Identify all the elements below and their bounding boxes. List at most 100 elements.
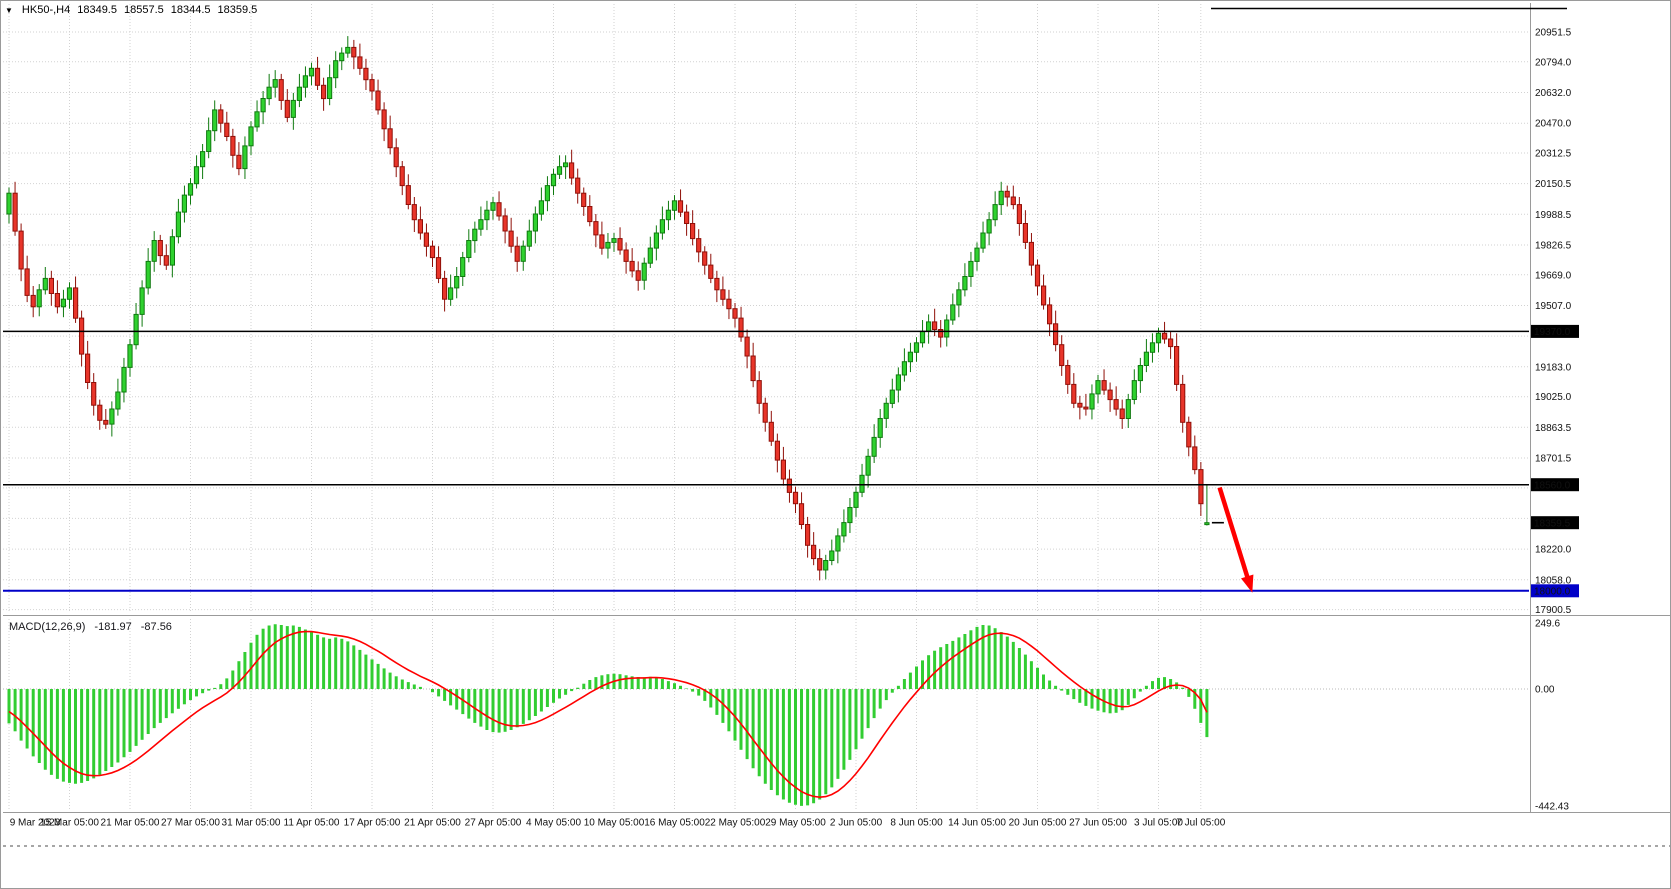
candle-body [841,522,847,537]
candle-body [738,317,744,338]
symbol-period-label: HK50-,H4 [21,4,71,16]
candle-body [224,122,230,137]
macd-axis[interactable]: 249.6 0.00 -442.43 [1535,619,1569,813]
time-axis-label: 17 Apr 05:00 [344,818,401,829]
macd-indicator-label: MACD(12,26,9) -181.97 -87.56 [9,621,172,633]
symbol-title-overlay: ▼ HK50-,H4 18349.5 18557.5 18344.5 18359… [5,4,257,16]
candle-body [653,232,659,249]
price-level-lines[interactable] [3,330,1529,592]
price-axis-label: 19988.5 [1535,210,1572,221]
time-axis-label: 21 Apr 05:00 [404,818,461,829]
candle-body [369,79,375,92]
time-axis-label: 21 Mar 05:00 [101,818,160,829]
price-axis-label: 19507.0 [1535,301,1572,312]
price-badge-label: 19370.0 [1534,327,1571,338]
candle-body [151,240,157,262]
arrow-head [1241,574,1254,593]
candle-body [641,262,647,281]
price-scale-badges: 19370.0 18560.0 18000.0 18359.5 [1531,324,1579,598]
candle-body [1071,383,1077,404]
candle-body [774,440,780,461]
candle-body [1089,393,1095,410]
time-axis-label: 22 May 05:00 [705,818,766,829]
candle-body [200,151,206,168]
price-axis-label: 18701.5 [1535,454,1572,465]
candle-body [1119,408,1125,419]
candle-body [387,128,393,149]
time-axis-label: 16 May 05:00 [644,818,705,829]
candle-body [563,162,569,168]
candle-body [526,230,532,247]
candle-body [883,402,889,419]
price-badge [1531,478,1579,492]
candle-body [54,293,60,308]
macd-axis-label: -442.43 [1535,802,1569,813]
time-axis-label: 8 Jun 05:00 [890,818,943,829]
candle-body [744,336,750,357]
candle-body [599,234,605,249]
candle-body [496,202,502,217]
candle-body [575,177,581,194]
candle-body [520,245,526,262]
candle-body [998,190,1004,206]
candle-body [1149,342,1156,353]
candle-body [835,535,841,552]
candle-body [708,264,714,279]
macd-signal-value: -87.56 [140,621,172,633]
candle-body [974,247,980,262]
candle-body [133,313,139,346]
candle-body [30,294,36,308]
price-axis-label: 19183.0 [1535,362,1572,373]
candle-body [798,503,805,526]
candle-body [175,211,182,238]
candle-body [24,268,30,296]
price-badge-label: 18000.0 [1534,587,1571,598]
candle-body [121,366,127,393]
candle-body [345,46,351,54]
macd-histogram [7,624,1209,806]
candle-body [847,507,853,524]
down-arrow-annotation[interactable] [1217,486,1254,593]
candle-body [1168,338,1174,348]
candle-body [714,277,720,291]
candle-body [944,319,950,338]
candle-body [762,402,768,423]
candle-body [665,209,671,221]
ohlc-high-value: 18557.5 [123,4,164,16]
symbol-dropdown-icon[interactable]: ▼ [5,5,13,15]
candle-body [42,277,48,291]
candle-body [460,257,466,278]
candle-body [968,260,974,277]
time-axis-label: 31 Mar 05:00 [222,818,281,829]
candle-body [823,560,829,571]
price-axis-label: 18058.0 [1535,575,1572,586]
price-badge [1531,516,1579,530]
candle-body [1077,402,1083,408]
price-badge-label: 18560.0 [1534,481,1571,492]
candle-body [169,236,176,266]
candle-body [18,230,24,270]
candle-body [435,257,442,279]
time-axis-label: 20 Jun 05:00 [1009,818,1067,829]
candle-body [690,223,696,240]
price-axis-label: 20150.5 [1535,179,1572,190]
candle-body [478,219,484,230]
candles-group[interactable] [6,36,1210,581]
candle-body [314,67,321,86]
ohlc-low-value: 18344.5 [170,4,211,16]
arrow-shaft[interactable] [1217,486,1252,584]
candle-body [1125,399,1131,420]
candle-body [260,98,266,113]
price-axis-label: 20312.5 [1535,149,1572,160]
candle-body [859,474,865,493]
price-axis-label: 19025.0 [1535,392,1572,403]
candle-body [442,277,448,300]
candle-body [454,276,460,289]
candle-body [829,550,835,561]
price-axis-label: 17900.5 [1535,605,1572,616]
time-axis-label: 10 May 05:00 [584,818,645,829]
price-axis[interactable]: 20951.5 20794.0 20632.0 20470.0 20312.5 20150… [1535,28,1572,617]
